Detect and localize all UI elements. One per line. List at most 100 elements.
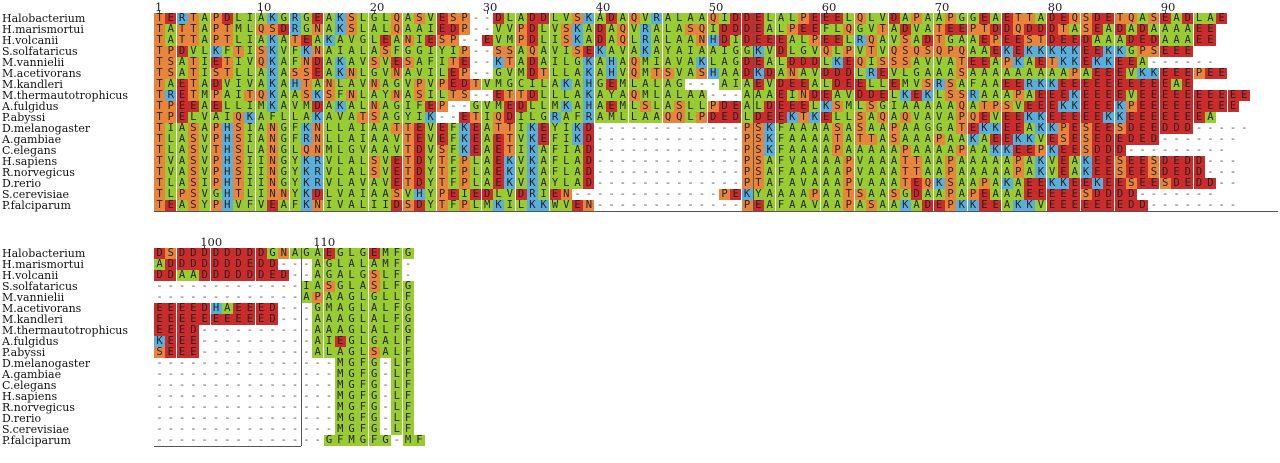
- residue-cell: I: [685, 46, 697, 57]
- residue-cell: S: [300, 90, 312, 101]
- species-name: P.falciparum: [2, 199, 71, 212]
- residue-cell: P: [210, 167, 222, 178]
- residue-cell: A: [685, 68, 697, 79]
- residue-cell: M: [639, 90, 651, 101]
- residue-cell: P: [945, 156, 956, 167]
- residue-cell: A: [888, 200, 900, 211]
- alignment-gap: -: [630, 133, 638, 145]
- residue-cell: K: [267, 90, 278, 101]
- residue-cell: I: [300, 281, 312, 292]
- alignment-gap: -: [664, 199, 672, 211]
- residue-cell: T: [899, 167, 911, 178]
- residue-cell: A: [617, 57, 629, 68]
- residue-cell: K: [1035, 46, 1047, 57]
- alignment-gap: -: [597, 133, 604, 145]
- residue-cell: P: [165, 112, 177, 123]
- residue-cell: G: [357, 270, 369, 281]
- alignment-gap: -: [676, 122, 683, 134]
- residue-cell: E: [334, 336, 346, 347]
- residue-cell: V: [922, 57, 934, 68]
- alignment-gap: -: [314, 368, 321, 380]
- alignment-gap: -: [280, 324, 287, 336]
- residue-cell: A: [978, 46, 990, 57]
- residue-cell: S: [289, 68, 301, 79]
- residue-cell: A: [165, 79, 177, 90]
- residue-cell: D: [775, 79, 787, 90]
- residue-cell: L: [165, 178, 177, 189]
- residue-cell: H: [221, 167, 233, 178]
- residue-cell: E: [764, 35, 776, 46]
- residue-cell: T: [210, 145, 222, 156]
- species-name: M.kandleri: [2, 78, 63, 91]
- residue-cell: D: [1024, 24, 1036, 35]
- alignment-gap: -: [291, 291, 299, 303]
- residue-cell: S: [346, 24, 358, 35]
- residue-cell: A: [199, 101, 211, 112]
- residue-cell: M: [380, 259, 391, 270]
- residue-cell: G: [673, 79, 685, 90]
- alignment-gap: -: [235, 280, 242, 292]
- alignment-gap: -: [269, 434, 276, 446]
- residue-cell: I: [244, 178, 256, 189]
- residue-cell: A: [651, 35, 663, 46]
- residue-cell: A: [877, 200, 889, 211]
- residue-cell: E: [1035, 178, 1047, 189]
- residue-cell: R: [1024, 79, 1036, 90]
- residue-cell: P: [459, 13, 471, 24]
- residue-cell: P: [843, 156, 855, 167]
- residue-cell: K: [1058, 101, 1069, 112]
- alignment-gap: -: [269, 390, 276, 402]
- residue-cell: N: [391, 90, 403, 101]
- residue-cell: D: [854, 90, 866, 101]
- residue-cell: D: [809, 90, 821, 101]
- residue-cell: K: [1046, 145, 1058, 156]
- residue-cell: T: [154, 167, 165, 178]
- residue-cell: A: [922, 101, 934, 112]
- alignment-gap: -: [597, 155, 604, 167]
- residue-cell: F: [289, 46, 301, 57]
- residue-cell: E: [1137, 178, 1149, 189]
- residue-cell: L: [323, 347, 335, 358]
- alignment-gap: -: [235, 335, 242, 347]
- residue-cell: P: [899, 145, 911, 156]
- alignment-gap: -: [1195, 122, 1203, 134]
- residue-cell: A: [730, 68, 742, 79]
- residue-cell: I: [786, 90, 798, 101]
- residue-cell: S: [413, 13, 425, 24]
- residue-cell: K: [1012, 200, 1024, 211]
- alignment-gap: -: [280, 423, 287, 435]
- residue-cell: F: [447, 167, 459, 178]
- residue-cell: L: [752, 101, 764, 112]
- residue-cell: L: [346, 281, 358, 292]
- residue-cell: L: [899, 68, 911, 79]
- residue-cell: A: [820, 156, 832, 167]
- residue-cell: K: [752, 46, 764, 57]
- species-name: M.acetivorans: [2, 67, 82, 80]
- residue-cell: V: [504, 189, 516, 200]
- alignment-gap: -: [450, 100, 457, 112]
- species-name: Halobacterium: [2, 247, 86, 260]
- residue-cell: E: [1171, 167, 1182, 178]
- residue-cell: V: [854, 178, 866, 189]
- residue-cell: Q: [255, 57, 267, 68]
- residue-cell: P: [1012, 156, 1024, 167]
- residue-cell: A: [967, 68, 979, 79]
- residue-cell: K: [1114, 46, 1126, 57]
- residue-cell: V: [809, 46, 821, 57]
- residue-cell: E: [752, 35, 764, 46]
- alignment-gap: -: [325, 368, 333, 380]
- alignment-gap: -: [653, 166, 660, 178]
- residue-cell: N: [312, 200, 324, 211]
- residue-cell: A: [312, 314, 324, 325]
- residue-cell: A: [572, 90, 584, 101]
- residue-cell: A: [278, 57, 290, 68]
- residue-cell: T: [1058, 24, 1069, 35]
- residue-cell: T: [956, 57, 968, 68]
- residue-cell: L: [820, 79, 832, 90]
- residue-cell: G: [368, 13, 380, 24]
- ruler-label: 80: [1047, 0, 1063, 14]
- alignment-gap: -: [653, 122, 660, 134]
- alignment-gap: -: [167, 390, 174, 402]
- residue-cell: E: [233, 314, 245, 325]
- residue-cell: S: [187, 145, 199, 156]
